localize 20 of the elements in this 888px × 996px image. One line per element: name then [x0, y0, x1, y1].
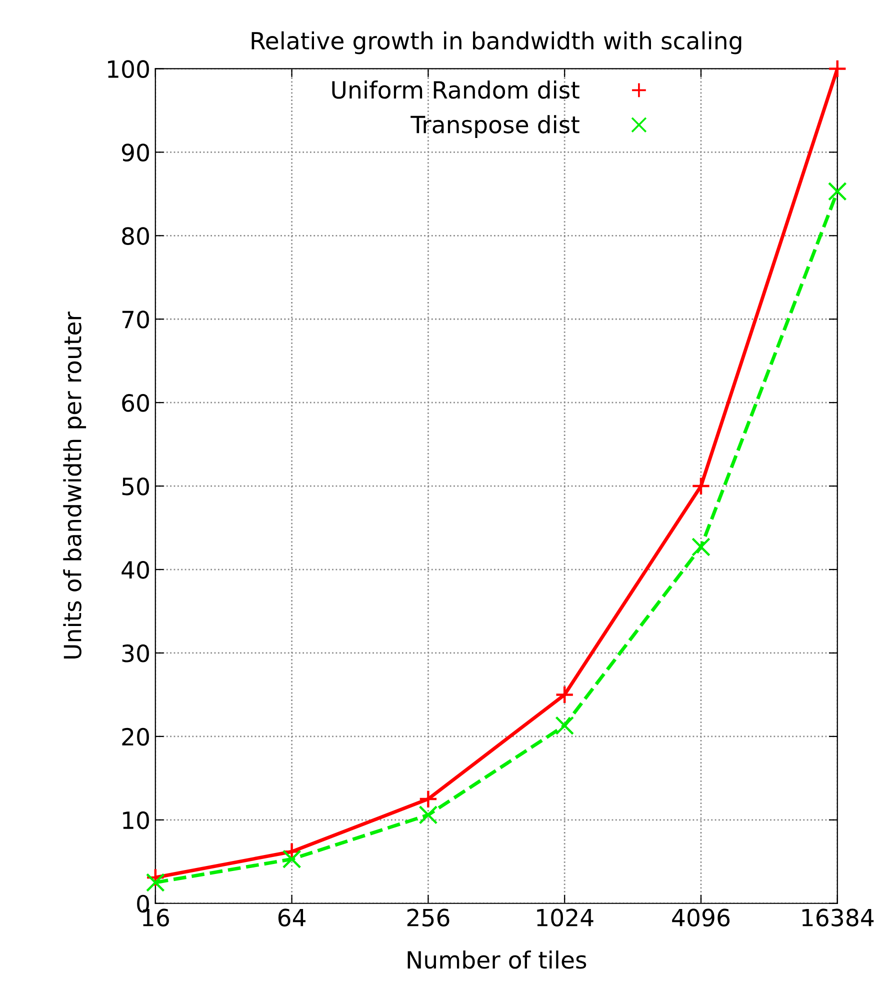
legend-label: Uniform Random dist — [332, 80, 580, 99]
y-tick-label: 80 — [122, 227, 149, 245]
x-tick-label: 64 — [278, 908, 306, 927]
x-axis-title: Number of tiles — [408, 950, 586, 969]
x-tick-label: 256 — [407, 908, 450, 927]
y-tick-label: 40 — [122, 560, 149, 579]
y-tick-label: 90 — [122, 144, 149, 162]
x-tick-label: 1024 — [537, 908, 594, 927]
x-tick-label: 4096 — [672, 908, 730, 927]
y-tick-label: 20 — [122, 728, 149, 746]
y-axis-title: Units of bandwidth per router — [63, 312, 86, 658]
chart-title: Relative growth in bandwidth with scaling — [252, 31, 742, 54]
y-tick-label: 10 — [123, 811, 149, 830]
y-tick-label: 30 — [122, 644, 149, 662]
y-tick-label: 70 — [122, 310, 149, 328]
legend-label: Transpose dist — [410, 115, 580, 138]
y-tick-label: 60 — [122, 394, 149, 412]
y-tick-label: 100 — [108, 60, 149, 78]
y-tick-label: 50 — [122, 477, 149, 496]
x-tick-label: 16384 — [802, 908, 874, 927]
